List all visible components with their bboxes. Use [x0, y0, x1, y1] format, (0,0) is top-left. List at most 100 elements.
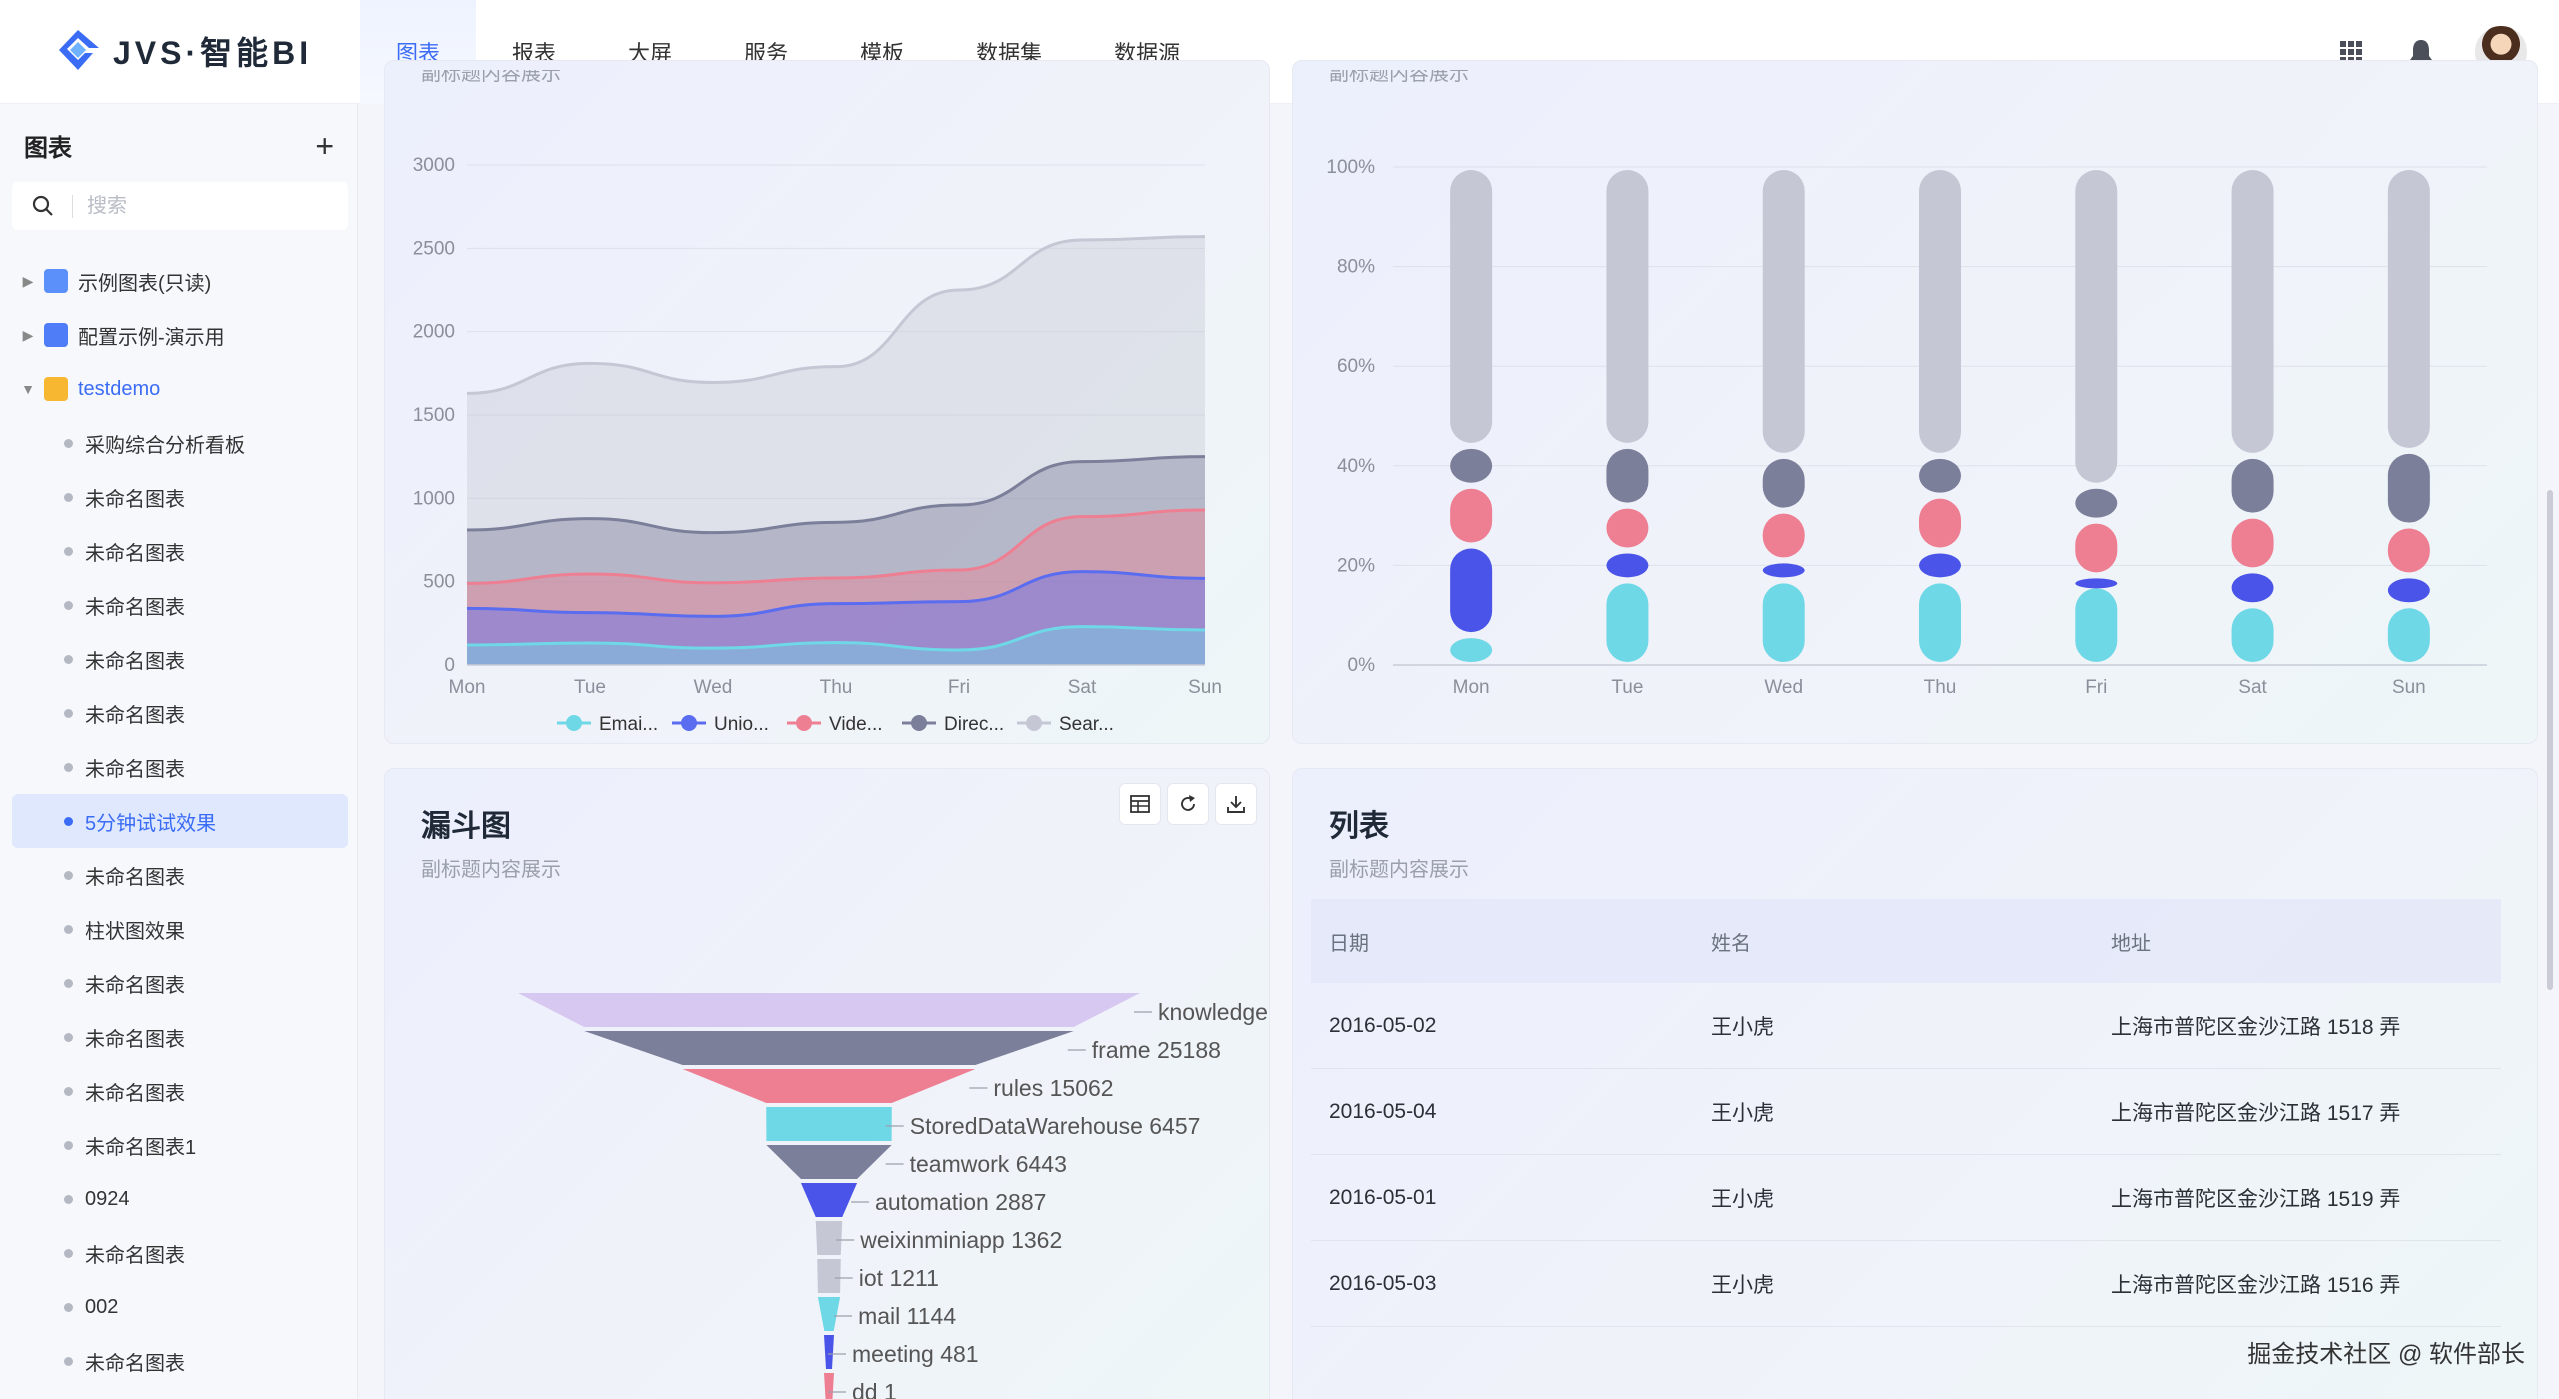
funnel-segment[interactable]	[766, 1107, 892, 1141]
bar-segment[interactable]	[1919, 583, 1961, 662]
bullet-icon	[64, 492, 73, 502]
bar-segment[interactable]	[2075, 523, 2118, 573]
tree-folder[interactable]: ▶ 示例图表(只读)	[12, 254, 348, 308]
bar-segment[interactable]	[1450, 488, 1493, 543]
bar-segment[interactable]	[2075, 588, 2118, 662]
area-series[interactable]	[467, 626, 1205, 665]
bar-segment[interactable]	[2075, 170, 2118, 483]
funnel-segment[interactable]	[817, 1259, 841, 1293]
bar-segment[interactable]	[2231, 573, 2274, 603]
bar-segment[interactable]	[1762, 583, 1805, 662]
bar-segment[interactable]	[2387, 528, 2430, 573]
tree-item[interactable]: 柱状图效果	[12, 902, 348, 956]
bar-segment[interactable]	[2387, 578, 2430, 603]
tree-item[interactable]: 未命名图表	[12, 470, 348, 524]
funnel-segment[interactable]	[824, 1335, 834, 1369]
bar-segment[interactable]	[1450, 548, 1493, 633]
tree-item[interactable]: 0924	[12, 1172, 348, 1226]
funnel-segment[interactable]	[815, 1221, 843, 1255]
bar-segment[interactable]	[1762, 563, 1805, 578]
bar-segment[interactable]	[1450, 448, 1493, 483]
bar-segment[interactable]	[1450, 170, 1493, 443]
x-tick-label: Thu	[1924, 677, 1957, 698]
legend-item[interactable]: Vide...	[787, 714, 883, 735]
y-tick-label: 1000	[413, 488, 455, 509]
bar-segment[interactable]	[1762, 458, 1805, 508]
bar-segment[interactable]	[2075, 488, 2118, 518]
bar-segment[interactable]	[2231, 170, 2274, 453]
tree-item[interactable]: 未命名图表	[12, 1334, 348, 1388]
bullet-icon	[64, 816, 73, 826]
caret-right-icon[interactable]: ▶	[22, 272, 34, 289]
funnel-segment[interactable]	[766, 1145, 892, 1179]
table-cell: 王小虎	[1711, 1187, 1774, 1211]
download-icon[interactable]	[1215, 783, 1257, 825]
bar-segment[interactable]	[1762, 170, 1805, 453]
bar-segment[interactable]	[2231, 518, 2274, 568]
funnel-segment[interactable]	[817, 1297, 841, 1331]
legend-item[interactable]: Emai...	[557, 714, 658, 735]
tree-item[interactable]: 未命名图表	[12, 740, 348, 794]
caret-down-icon[interactable]: ▼	[21, 381, 35, 397]
table-row[interactable]: 2016-05-04 王小虎 上海市普陀区金沙江路 1517 弄	[1311, 1069, 2501, 1155]
tree-folder[interactable]: ▶ 配置示例-演示用	[12, 308, 348, 362]
tree-item[interactable]: 未命名图表	[12, 956, 348, 1010]
table-row[interactable]: 2016-05-02 王小虎 上海市普陀区金沙江路 1518 弄	[1311, 983, 2501, 1069]
legend-item[interactable]: Sear...	[1017, 714, 1114, 735]
bar-segment[interactable]	[2231, 458, 2274, 513]
percent-bar-chart: 0% 20% 40% 60% 80% 100% Mon Tue Wed Thu Fri Sat Sun	[1326, 157, 2487, 698]
tree-item[interactable]: 未命名图表1	[12, 1118, 348, 1172]
bar-segment[interactable]	[1762, 513, 1805, 558]
tree-item[interactable]: 未命名图表	[12, 848, 348, 902]
bar-segment[interactable]	[1919, 553, 1961, 578]
bar-segment[interactable]	[2387, 170, 2430, 448]
legend-item[interactable]: Direc...	[902, 714, 1004, 735]
bar-segment[interactable]	[1606, 553, 1649, 578]
tree-item[interactable]: 未命名图表	[12, 578, 348, 632]
table-row[interactable]: 2016-05-01 王小虎 上海市普陀区金沙江路 1519 弄	[1311, 1155, 2501, 1241]
refresh-icon[interactable]	[1167, 783, 1209, 825]
bar-segment[interactable]	[1606, 448, 1649, 503]
tree-item[interactable]: 未命名图表	[12, 1064, 348, 1118]
tree-item[interactable]: 未命名图表	[12, 1226, 348, 1280]
bar-segment[interactable]	[2231, 608, 2274, 662]
bar-segment[interactable]	[2387, 453, 2430, 523]
y-tick-label: 80%	[1337, 257, 1375, 278]
bar-segment[interactable]	[2387, 608, 2430, 662]
caret-right-icon[interactable]: ▶	[22, 326, 34, 343]
tree-item[interactable]: 未命名图表	[12, 686, 348, 740]
funnel-segment[interactable]	[824, 1373, 834, 1399]
tree-item[interactable]: 采购综合分析看板	[12, 416, 348, 470]
bar-segment[interactable]	[1606, 170, 1649, 443]
bar-segment[interactable]	[1919, 458, 1961, 493]
tree-folder[interactable]: ▼ testdemo	[12, 362, 348, 416]
bar-segment[interactable]	[1450, 638, 1493, 662]
table-view-icon[interactable]	[1119, 783, 1161, 825]
search-input[interactable]	[72, 194, 312, 218]
search-icon	[32, 195, 53, 216]
bar-segment[interactable]	[2075, 578, 2118, 589]
area-series[interactable]	[467, 456, 1205, 665]
bar-segment[interactable]	[1919, 170, 1961, 453]
area-series[interactable]	[467, 510, 1205, 665]
area-series[interactable]	[467, 571, 1205, 665]
page-scrollbar[interactable]	[2547, 490, 2553, 990]
tree-item[interactable]: 未命名图表	[12, 524, 348, 578]
add-chart-button[interactable]: +	[315, 127, 334, 164]
tree-item[interactable]: 5分钟试试效果	[12, 794, 348, 848]
funnel-label: rules 15062	[993, 1075, 1113, 1101]
app-logo[interactable]: JVS·智能BI	[55, 28, 312, 74]
area-series[interactable]	[467, 236, 1205, 665]
funnel-segment[interactable]	[584, 1031, 1074, 1065]
funnel-segment[interactable]	[518, 993, 1140, 1027]
tree-item[interactable]: 002	[12, 1280, 348, 1334]
table-row[interactable]: 2016-05-03 王小虎 上海市普陀区金沙江路 1516 弄	[1311, 1241, 2501, 1327]
bar-segment[interactable]	[1606, 583, 1649, 662]
funnel-segment[interactable]	[682, 1069, 976, 1103]
bar-segment[interactable]	[1919, 498, 1961, 548]
tree-item[interactable]: 未命名图表	[12, 1010, 348, 1064]
legend-item[interactable]: Unio...	[672, 714, 769, 735]
tree-item[interactable]: 未命名图表	[12, 632, 348, 686]
bar-segment[interactable]	[1606, 508, 1649, 548]
funnel-segment[interactable]	[800, 1183, 858, 1217]
